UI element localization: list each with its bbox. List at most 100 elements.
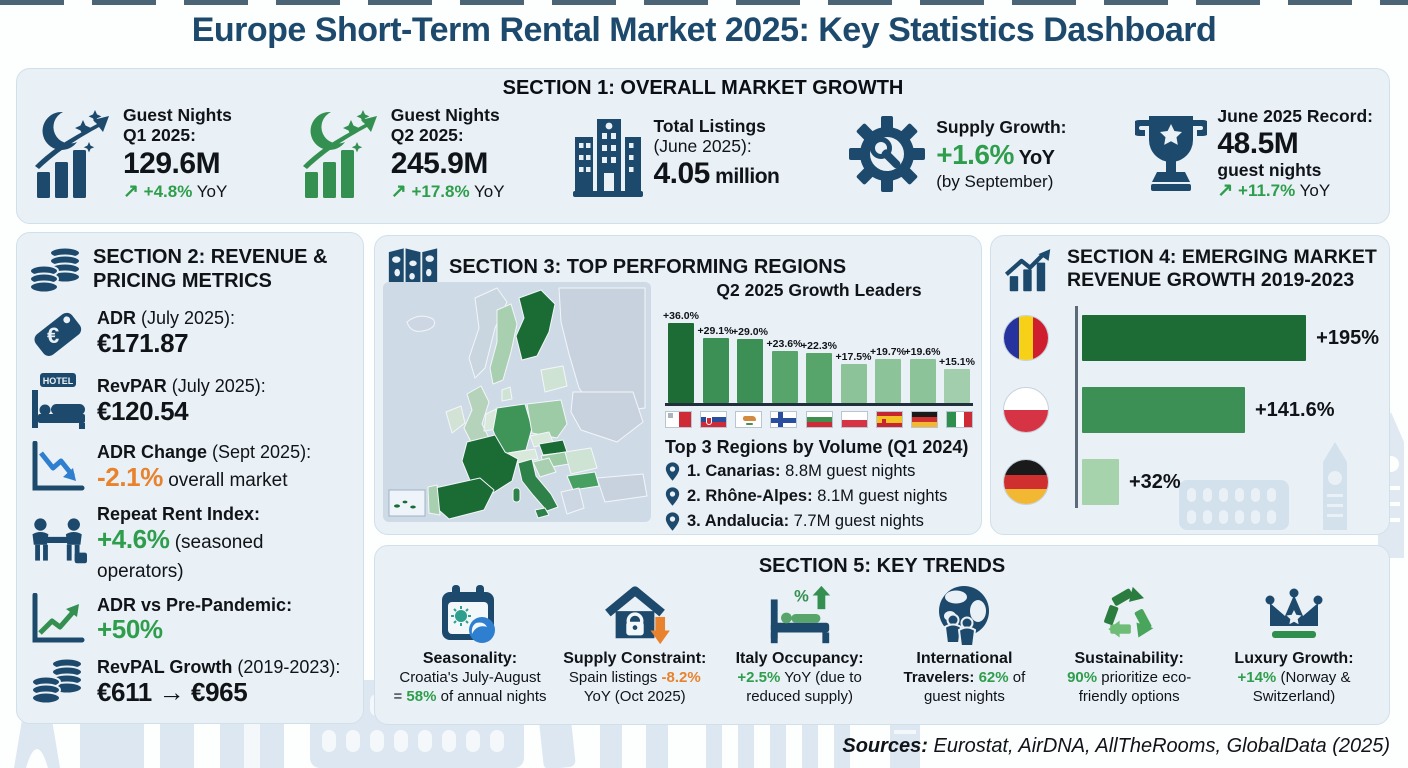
- moon-growth-chart-icon-green: [302, 110, 377, 199]
- metric-value: -2.1% overall market: [97, 461, 288, 492]
- section3-title: SECTION 3: TOP PERFORMING REGIONS: [449, 255, 847, 278]
- folded-map-icon: [388, 248, 438, 288]
- coins-icon: [29, 246, 81, 294]
- flag-italy: [946, 411, 973, 428]
- stat-label: Total Listings: [653, 115, 766, 136]
- trend-sustainability: Sustainability: 90% prioritize eco- frie…: [1048, 584, 1210, 707]
- stat-june-record: June 2025 Record: 48.5M guest nights ↗ +…: [1135, 106, 1373, 203]
- house-lock-down-arrow-icon: [604, 586, 670, 645]
- bar-finland: [771, 351, 798, 403]
- bar-chart-arrow-icon: [1004, 249, 1051, 292]
- row-poland: +141.6%: [1003, 374, 1379, 446]
- growth-leaders-bar-chart: +36.0% +29.1% +29.0% +23.6% +22.3% +17.5…: [663, 303, 975, 403]
- bar-slovakia: [702, 338, 729, 403]
- section4-panel: SECTION 4: EMERGING MARKET REVENUE GROWTH…: [990, 235, 1390, 535]
- svg-text:%: %: [794, 586, 809, 605]
- flag-malta: [665, 411, 692, 428]
- flag-poland: [840, 411, 868, 428]
- canary-islands-inset: [388, 489, 426, 517]
- top3-title: Top 3 Regions by Volume (Q1 2024): [665, 437, 969, 457]
- chart-axis-line: [665, 403, 973, 406]
- top3-item-rhone-alpes: 2. Rhône-Alpes: 8.1M guest nights: [665, 486, 973, 507]
- landmarks-watermark: [1179, 442, 1347, 530]
- svg-text:€: €: [47, 323, 59, 348]
- up-arrow-icon: ↗: [1217, 180, 1234, 202]
- up-arrow-icon: ↗: [390, 181, 407, 203]
- top3-item-canarias: 1. Canarias: 8.8M guest nights: [665, 461, 973, 482]
- buildings-icon: [573, 119, 644, 198]
- page-title: Europe Short-Term Rental Market 2025: Ke…: [191, 11, 1217, 49]
- stat-supply-growth: Supply Growth: +1.6% YoY (by September): [848, 106, 1067, 203]
- trend-supply-constraint: Supply Constraint: Spain listings -8.2% …: [554, 584, 716, 707]
- section3-panel: SECTION 3: TOP PERFORMING REGIONS: [374, 235, 982, 535]
- chart-axis-line: [1075, 306, 1078, 508]
- bar-poland: [1082, 387, 1245, 433]
- hotel-bed-icon: HOTEL: [32, 373, 85, 429]
- section5-title: SECTION 5: KEY TRENDS: [758, 555, 1006, 577]
- svg-text:HOTEL: HOTEL: [43, 376, 74, 386]
- trend-international-travelers: International Travelers: 62% of guest ni…: [883, 584, 1045, 707]
- metric-adr-prepandemic: ADR vs Pre-Pandemic: +50%: [29, 593, 351, 645]
- metric-revpar: HOTEL RevPAR (July 2025): €120.54: [29, 372, 351, 430]
- stat-delta: ↗ +4.8% YoY: [123, 181, 228, 203]
- gear-wrench-icon: [849, 116, 926, 193]
- bed-percent-up-icon: %: [770, 585, 830, 644]
- bar-malta: [668, 323, 694, 403]
- section2-panel: SECTION 2: REVENUE & PRICING METRICS € AD…: [16, 232, 364, 724]
- stat-guest-nights-q2: Guest Nights Q2 2025: 245.9M ↗ +17.8% YoY: [301, 105, 505, 203]
- top-border-decoration: [0, 0, 1408, 5]
- stat-label: Guest Nights: [123, 105, 232, 125]
- stat-label2: Q1 2025:: [123, 124, 196, 145]
- crown-icon: [1265, 588, 1323, 638]
- metric-adr: € ADR (July 2025): €171.87: [29, 305, 351, 361]
- metric-revpal: RevPAL Growth (2019-2023): €611 → €965: [29, 656, 351, 706]
- stat-label2: (June 2025):: [653, 135, 752, 156]
- metric-value: €120.54: [97, 396, 189, 427]
- stat-value: 245.9M: [390, 146, 489, 180]
- stat-value: 129.6M: [123, 146, 221, 180]
- flag-romania: [1003, 315, 1049, 361]
- stat-label: Guest Nights: [390, 105, 500, 125]
- flag-slovakia: [700, 411, 728, 428]
- metric-value: €611 → €965: [97, 676, 248, 707]
- flag-germany: [910, 411, 938, 428]
- map-pin-icon: [665, 462, 680, 481]
- stat-label: June 2025 Record:: [1217, 106, 1373, 126]
- stat-total-listings: Total Listings (June 2025): 4.05 million: [573, 106, 780, 203]
- bar-germany: [909, 359, 936, 403]
- stat-delta: ↗ +11.7% YoY: [1217, 180, 1331, 202]
- stat-value: +1.6% YoY: [936, 138, 1055, 170]
- emerging-markets-bar-chart: +195% +141.6% +32%: [1003, 302, 1379, 518]
- stat-label: Supply Growth:: [936, 117, 1067, 138]
- section1-title: SECTION 1: OVERALL MARKET GROWTH: [502, 77, 904, 99]
- metric-value: €171.87: [97, 328, 189, 359]
- trend-seasonality: Seasonality: Croatia's July-August = 58%…: [389, 584, 551, 707]
- country-flags-row: [665, 411, 973, 428]
- calendar-sun-wave-icon: [442, 585, 495, 643]
- bar-poland: [840, 364, 867, 403]
- stat-note: (by September): [936, 171, 1054, 191]
- europe-choropleth-map: [383, 282, 651, 527]
- stat-delta: ↗ +17.8% YoY: [390, 181, 505, 203]
- chart-down-icon: [32, 441, 85, 491]
- row-romania: +195%: [1003, 302, 1379, 374]
- trend-italy-occupancy: % Italy Occupancy: +2.5% YoY (due to red…: [735, 585, 864, 705]
- section4-title: SECTION 4: EMERGING MARKET REVENUE GROWTH…: [1067, 246, 1377, 292]
- stat-value: 4.05 million: [653, 157, 780, 191]
- stat-label2: Q2 2025:: [390, 124, 464, 145]
- flag-bulgaria: [805, 411, 833, 428]
- trophy-icon: [1135, 116, 1208, 192]
- trend-luxury-growth: Luxury Growth: +14% (Norway & Switzerlan…: [1213, 584, 1375, 707]
- row-germany: +32%: [1003, 446, 1379, 518]
- metric-repeat-rent: Repeat Rent Index: +4.6% (seasoned opera…: [29, 504, 351, 582]
- section2-title: SECTION 2: REVENUE & PRICING METRICS: [93, 246, 328, 292]
- stat-value: 48.5M: [1217, 126, 1299, 160]
- coins-icon: [31, 657, 83, 705]
- recycle-icon: [1104, 586, 1154, 638]
- metric-value: +4.6% (seasoned operators): [97, 523, 264, 582]
- flag-spain: [875, 411, 903, 428]
- bar-romania: [1082, 315, 1307, 361]
- handshake-people-icon: [32, 518, 87, 564]
- bar-italy: [944, 369, 970, 403]
- top3-item-andalucia: 3. Andalucia: 7.7M guest nights: [665, 511, 973, 532]
